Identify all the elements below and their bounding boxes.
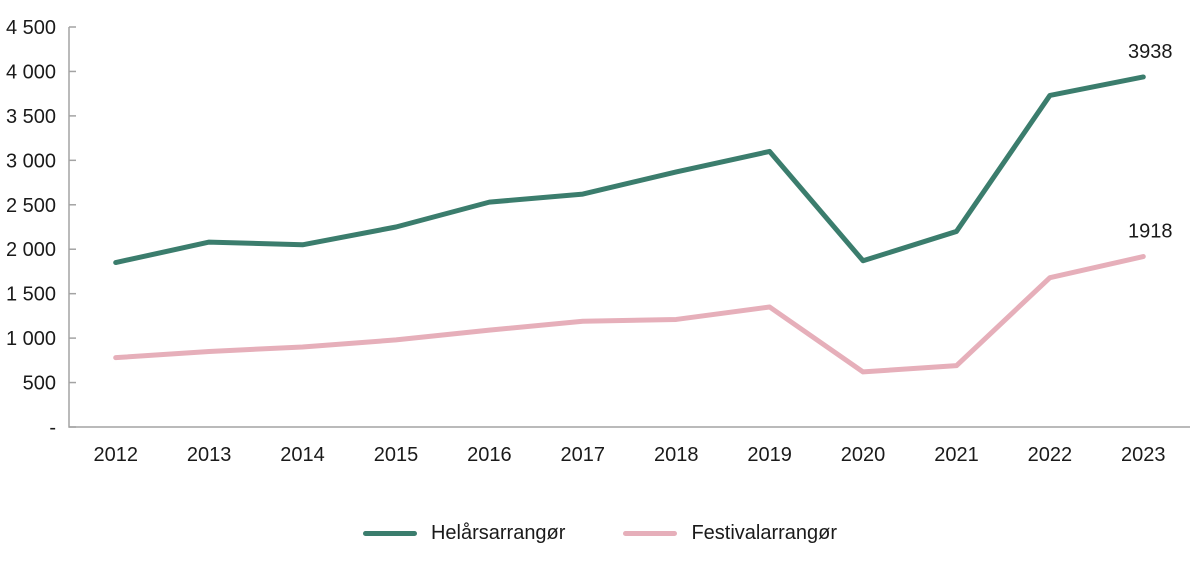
axis-lines — [68, 27, 1190, 428]
legend-item-0: Helårsarrangør — [362, 522, 566, 544]
x-axis-year-label: 2023 — [1121, 444, 1166, 466]
x-axis-year-label: 2019 — [747, 444, 792, 466]
legend-line-swatch — [623, 530, 678, 536]
series-end-label: 1918 — [1128, 221, 1173, 243]
legend-label: Festivalarrangør — [691, 522, 838, 544]
y-axis-tick-label: 3 000 — [6, 150, 56, 172]
y-axis-tick-label: 3 500 — [6, 106, 56, 128]
series-line-1 — [113, 254, 1146, 375]
series-end-label: 3938 — [1128, 41, 1173, 63]
x-axis-year-label: 2022 — [1028, 444, 1073, 466]
y-axis-tick-label: 4 500 — [6, 17, 56, 39]
y-axis-tick-label: 1 000 — [6, 328, 56, 350]
series-line-0 — [113, 74, 1146, 266]
legend-line-swatch — [362, 530, 417, 536]
x-axis-year-label: 2016 — [467, 444, 512, 466]
x-axis-year-label: 2014 — [280, 444, 325, 466]
y-axis-tick-label: 4 000 — [6, 61, 56, 83]
legend-item-1: Festivalarrangør — [623, 523, 837, 543]
x-axis-year-label: 2018 — [654, 444, 699, 466]
x-axis-year-label: 2012 — [93, 444, 138, 466]
y-axis-tick-label: 2 000 — [6, 239, 56, 261]
y-axis-tick-label: 500 — [23, 373, 56, 395]
x-axis-year-label: 2021 — [934, 444, 979, 466]
y-axis-tick-label: 1 500 — [6, 284, 56, 306]
y-axis-tick-label: 2 500 — [6, 195, 56, 217]
x-axis-year-label: 2015 — [374, 444, 419, 466]
chart-plot-area: 4 500 4 000 3 500 3 000 2 500 2 000 1 500 1 000… — [6, 17, 1190, 466]
legend-label: Helårsarrangør — [430, 522, 566, 544]
y-axis-tick-label: - — [49, 417, 56, 439]
chart-legend: Helårsarrangør Festivalarrangør — [0, 505, 1200, 561]
x-axis-year-label: 2020 — [841, 444, 886, 466]
x-axis-year-label: 2017 — [561, 444, 606, 466]
x-axis-year-label: 2013 — [187, 444, 232, 466]
